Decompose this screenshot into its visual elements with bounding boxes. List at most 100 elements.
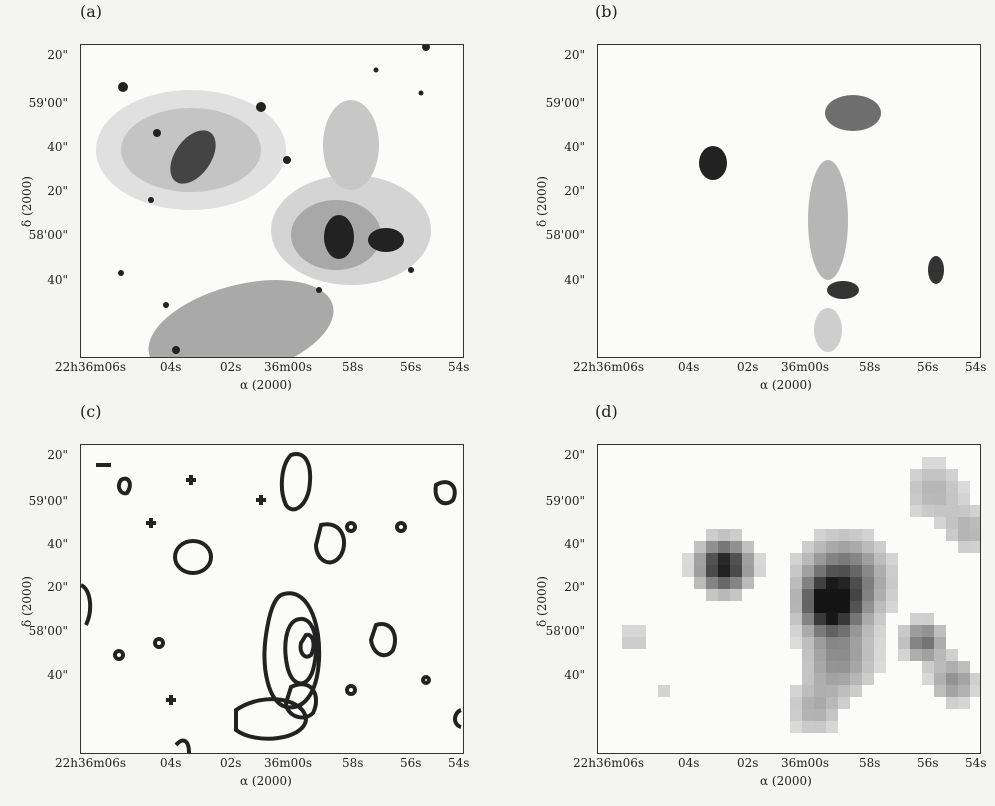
pixel-cell (814, 577, 826, 589)
pixel-cell (802, 577, 814, 589)
y-tick: 40" (47, 668, 68, 682)
pixel-cell (826, 529, 838, 541)
pixel-cell (874, 553, 886, 565)
pixel-cell (718, 589, 730, 601)
pixel-cell (922, 661, 934, 673)
pixel-cell (742, 541, 754, 553)
pixel-cell (802, 709, 814, 721)
pixel-map (598, 445, 980, 753)
y-tick: 58'00" (28, 228, 68, 242)
pixel-cell (790, 553, 802, 565)
x-tick: 54s (448, 360, 470, 374)
pixel-cell (802, 541, 814, 553)
pixel-cell (706, 577, 718, 589)
pixel-cell (718, 541, 730, 553)
pixel-cell (862, 553, 874, 565)
pixel-cell (802, 625, 814, 637)
pixel-cell (886, 577, 898, 589)
pixel-cell (754, 553, 766, 565)
pixel-cell (946, 697, 958, 709)
pixel-cell (946, 517, 958, 529)
pixel-cell (790, 577, 802, 589)
pixel-cell (910, 469, 922, 481)
pixel-cell (814, 541, 826, 553)
x-tick: 58s (342, 360, 364, 374)
x-tick: 58s (342, 756, 364, 770)
pixel-cell (802, 553, 814, 565)
x-tick: 04s (678, 756, 700, 770)
pixel-cell (682, 565, 694, 577)
pixel-cell (970, 685, 980, 697)
pixel-cell (922, 613, 934, 625)
pixel-cell (838, 553, 850, 565)
pixel-cell (718, 529, 730, 541)
pixel-cell (742, 565, 754, 577)
pixel-cell (862, 661, 874, 673)
panel-label: (a) (80, 2, 103, 21)
pixel-cell (622, 625, 634, 637)
y-tick: 20" (564, 48, 585, 62)
pixel-cell (718, 577, 730, 589)
pixel-cell (826, 709, 838, 721)
pixel-cell (826, 649, 838, 661)
x-tick: 36m00s (264, 756, 313, 770)
y-tick: 20" (47, 184, 68, 198)
pixel-cell (862, 673, 874, 685)
pixel-cell (934, 661, 946, 673)
pixel-cell (850, 661, 862, 673)
pixel-cell (910, 613, 922, 625)
x-tick: 58s (859, 360, 881, 374)
y-tick: 58'00" (28, 624, 68, 638)
pixel-cell (730, 565, 742, 577)
pixel-cell (850, 577, 862, 589)
pixel-cell (850, 625, 862, 637)
pixel-cell (874, 541, 886, 553)
image-frame (597, 444, 981, 754)
pixel-cell (850, 553, 862, 565)
pixel-cell (910, 481, 922, 493)
x-tick: 56s (400, 360, 422, 374)
pixel-cell (922, 469, 934, 481)
pixel-cell (862, 637, 874, 649)
pixel-cell (790, 721, 802, 733)
pixel-cell (706, 541, 718, 553)
pixel-cell (802, 673, 814, 685)
contour-map (81, 452, 462, 753)
pixel-cell (958, 661, 970, 673)
panel-label: (b) (595, 2, 618, 21)
pixel-cell (790, 685, 802, 697)
pixel-cell (838, 673, 850, 685)
pixel-cell (958, 529, 970, 541)
pixel-cell (958, 505, 970, 517)
x-tick: 54s (448, 756, 470, 770)
pixel-cell (838, 529, 850, 541)
pixel-cell (910, 505, 922, 517)
x-tick: 02s (220, 756, 242, 770)
pixel-cell (838, 649, 850, 661)
x-tick: 54s (965, 360, 987, 374)
pixel-cell (682, 553, 694, 565)
pixel-cell (694, 577, 706, 589)
pixel-cell (706, 529, 718, 541)
pixel-cell (886, 601, 898, 613)
pixel-cell (850, 613, 862, 625)
pixel-cell (826, 601, 838, 613)
pixel-cell (814, 685, 826, 697)
y-tick: 59'00" (28, 96, 68, 110)
pixel-cell (922, 493, 934, 505)
pixel-cell (838, 541, 850, 553)
pixel-cell (790, 697, 802, 709)
pixel-cell (922, 457, 934, 469)
pixel-cell (970, 505, 980, 517)
pixel-cell (910, 493, 922, 505)
pixel-cell (838, 625, 850, 637)
x-tick: 56s (917, 360, 939, 374)
pixel-cell (634, 625, 646, 637)
pixel-cell (862, 625, 874, 637)
pixel-cell (802, 601, 814, 613)
pixel-cell (862, 529, 874, 541)
pixel-cell (922, 637, 934, 649)
y-tick: 59'00" (545, 96, 585, 110)
pixel-cell (694, 541, 706, 553)
halpha-image (598, 45, 980, 357)
